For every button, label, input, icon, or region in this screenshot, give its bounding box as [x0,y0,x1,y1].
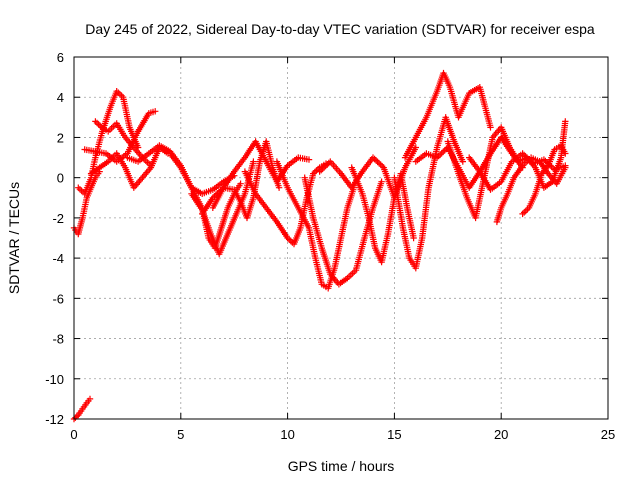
y-tick-label: 2 [57,130,64,145]
data-point-marks [166,150,244,252]
data-point-marks [70,168,103,238]
series-arc-13 [273,158,357,292]
data-point-marks [316,144,419,201]
x-tick-label: 10 [280,427,294,442]
series-arc-15 [316,144,419,201]
grid [74,57,608,419]
series-arc-2 [70,168,103,238]
data-point-marks [199,138,283,222]
x-axis-label: GPS time / hours [288,458,395,474]
x-tick-label: 20 [494,427,508,442]
y-tick-label: 6 [57,50,64,65]
series-arc-6 [87,144,172,191]
y-tick-label: -4 [52,251,64,266]
data-point-marks [75,88,142,197]
y-tick-label: -6 [52,291,64,306]
y-tick-label: -8 [52,332,64,347]
data-point-marks [241,160,330,248]
series-arc-22 [519,142,569,218]
x-tick-label: 25 [601,427,615,442]
series-arc-8 [166,150,244,252]
data-point-marks [519,142,569,218]
series-arc-3 [75,88,142,197]
x-tick-label: 15 [387,427,401,442]
axis-ticks: 0 5 10 15 20 25 -12 -10 -8 -6 -4 -2 0 2 4 6 [45,50,615,442]
data-series-layer [70,69,569,423]
series-arc-23 [466,150,569,193]
x-tick-label: 5 [177,427,184,442]
series-arc-14 [301,174,385,288]
data-point-marks [301,174,385,288]
data-point-marks [87,144,172,191]
series-arc-18 [401,69,494,161]
data-point-marks [401,69,494,161]
series-arc-10 [199,138,283,222]
y-tick-label: 0 [57,171,64,186]
data-point-marks [391,114,466,272]
y-tick-label: -10 [45,372,64,387]
data-point-marks [273,158,357,292]
y-tick-label: 4 [57,90,64,105]
y-tick-label: -12 [45,412,64,427]
series-arc-17 [391,114,466,272]
chart-title: Day 245 of 2022, Sidereal Day-to-day VTE… [85,21,595,37]
y-tick-label: -2 [52,211,64,226]
x-tick-label: 0 [70,427,77,442]
data-point-marks [466,150,569,193]
series-arc-12 [241,160,330,248]
plot-frame [73,56,609,420]
y-axis-label: SDTVAR / TECUs [6,182,22,294]
